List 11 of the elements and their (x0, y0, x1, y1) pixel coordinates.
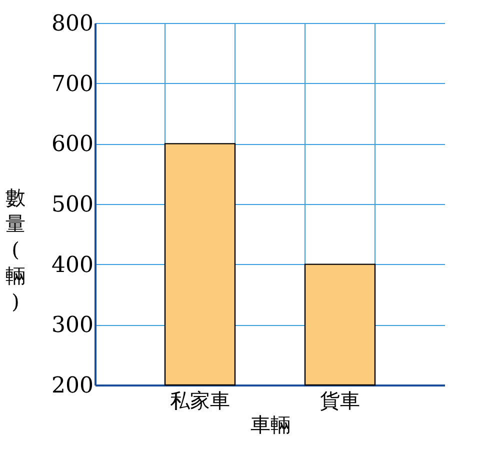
y-tick-label: 200 (52, 374, 94, 398)
y-tick-label: 400 (52, 252, 94, 278)
y-axis-title: 數量(輛) (6, 186, 26, 314)
x-tick-label: 私家車 (170, 388, 230, 412)
y-tick-label: 700 (52, 72, 94, 97)
y-tick-label: 800 (52, 12, 94, 36)
y-tick-label: 600 (52, 132, 94, 158)
y-tick-label: 300 (52, 313, 94, 338)
y-tick-label: 500 (52, 192, 94, 218)
x-tick-label: 貨車 (320, 388, 360, 412)
x-axis-title: 車輛 (250, 412, 290, 436)
